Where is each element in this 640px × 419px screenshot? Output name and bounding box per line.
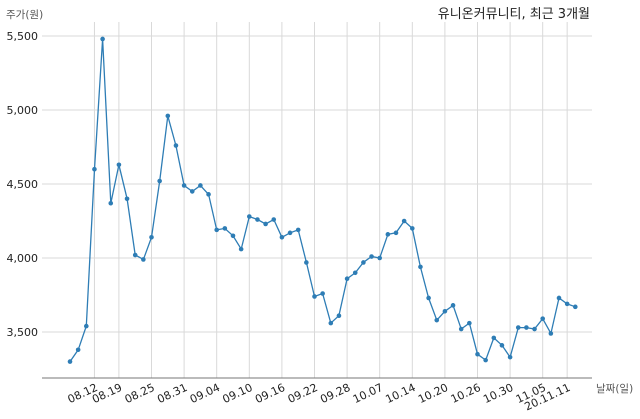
- y-tick-label: 5,000: [7, 104, 39, 117]
- data-point: [263, 221, 268, 227]
- data-point: [524, 325, 529, 330]
- x-tick-label: 09.10: [221, 381, 255, 406]
- data-point: [238, 246, 244, 252]
- x-tick-label: 10.20: [416, 381, 450, 406]
- data-point: [352, 270, 358, 276]
- data-point: [255, 217, 260, 222]
- data-point: [100, 36, 105, 42]
- data-point: [442, 308, 448, 314]
- data-point: [247, 214, 252, 219]
- data-point: [564, 301, 570, 307]
- data-point: [336, 313, 342, 319]
- data-point: [548, 331, 554, 336]
- data-point: [556, 295, 562, 301]
- data-point: [157, 178, 162, 184]
- data-point: [287, 230, 293, 236]
- data-point: [230, 233, 236, 239]
- data-point: [92, 166, 97, 172]
- data-point: [573, 304, 578, 310]
- data-point: [279, 234, 285, 240]
- data-point: [304, 260, 309, 265]
- data-point: [507, 354, 513, 360]
- y-tick-labels: 3,500 4,000 4,500 5,000 5,500: [7, 30, 39, 339]
- y-gridlines: [42, 35, 592, 333]
- data-point: [271, 217, 277, 222]
- data-point: [377, 255, 383, 261]
- data-point: [385, 232, 391, 237]
- data-point: [434, 317, 440, 323]
- data-point: [426, 295, 431, 301]
- data-point: [499, 343, 505, 348]
- x-tick-label: 09.28: [318, 381, 352, 406]
- data-point: [393, 230, 399, 236]
- x-gridlines: [93, 22, 568, 378]
- data-point: [116, 162, 122, 168]
- x-axis-title: 날짜(일): [596, 382, 633, 395]
- data-point: [141, 257, 146, 262]
- data-point: [361, 260, 366, 265]
- x-tick-label: 10.26: [449, 381, 483, 406]
- data-points: [67, 36, 578, 364]
- data-point: [515, 325, 521, 330]
- data-point: [214, 227, 219, 233]
- data-point: [132, 252, 138, 258]
- data-point: [312, 294, 317, 299]
- data-point: [491, 335, 497, 341]
- data-point: [410, 226, 415, 231]
- data-point: [458, 326, 464, 332]
- x-tick-label: 08.25: [123, 381, 157, 406]
- y-tick-label: 3,500: [7, 326, 39, 339]
- data-point: [222, 226, 228, 231]
- data-point: [149, 234, 154, 240]
- data-point: [475, 351, 480, 357]
- data-point: [206, 192, 211, 197]
- x-tick-label: 09.16: [253, 381, 287, 406]
- data-point: [369, 254, 374, 259]
- data-point: [467, 320, 472, 326]
- x-tick-label: 10.14: [384, 381, 418, 406]
- data-point: [532, 326, 537, 332]
- data-point: [75, 347, 81, 353]
- chart-title: 유니온커뮤니티, 최근 3개월: [438, 7, 590, 22]
- y-axis-title: 주가(원): [6, 9, 43, 21]
- data-point: [181, 183, 187, 188]
- y-tick-label: 4,500: [7, 178, 39, 191]
- data-point: [173, 143, 179, 148]
- data-point: [189, 189, 195, 194]
- y-tick-label: 5,500: [7, 30, 39, 43]
- data-point: [124, 196, 130, 202]
- data-point: [450, 303, 456, 308]
- data-point: [320, 291, 325, 296]
- x-tick-label: 08.31: [155, 381, 189, 406]
- series-line: [69, 38, 576, 362]
- data-point: [540, 316, 545, 321]
- x-tick-labels: 08.1208.1908.2508.3109.0409.1009.1609.22…: [66, 381, 573, 413]
- x-tick-label: 10.07: [351, 381, 385, 406]
- x-tick-label: 10.30: [481, 381, 515, 406]
- data-point: [67, 359, 73, 364]
- data-point: [328, 320, 334, 326]
- x-tick-label: 09.22: [286, 381, 320, 406]
- data-point: [295, 227, 301, 233]
- y-tick-label: 4,000: [7, 252, 39, 265]
- data-point: [418, 264, 423, 270]
- data-point: [84, 323, 89, 329]
- data-point: [165, 113, 171, 119]
- data-point: [108, 200, 114, 206]
- data-point: [198, 183, 203, 188]
- data-point: [483, 357, 488, 363]
- x-tick-label: 09.04: [188, 381, 222, 406]
- data-point: [401, 218, 407, 224]
- data-point: [344, 276, 350, 282]
